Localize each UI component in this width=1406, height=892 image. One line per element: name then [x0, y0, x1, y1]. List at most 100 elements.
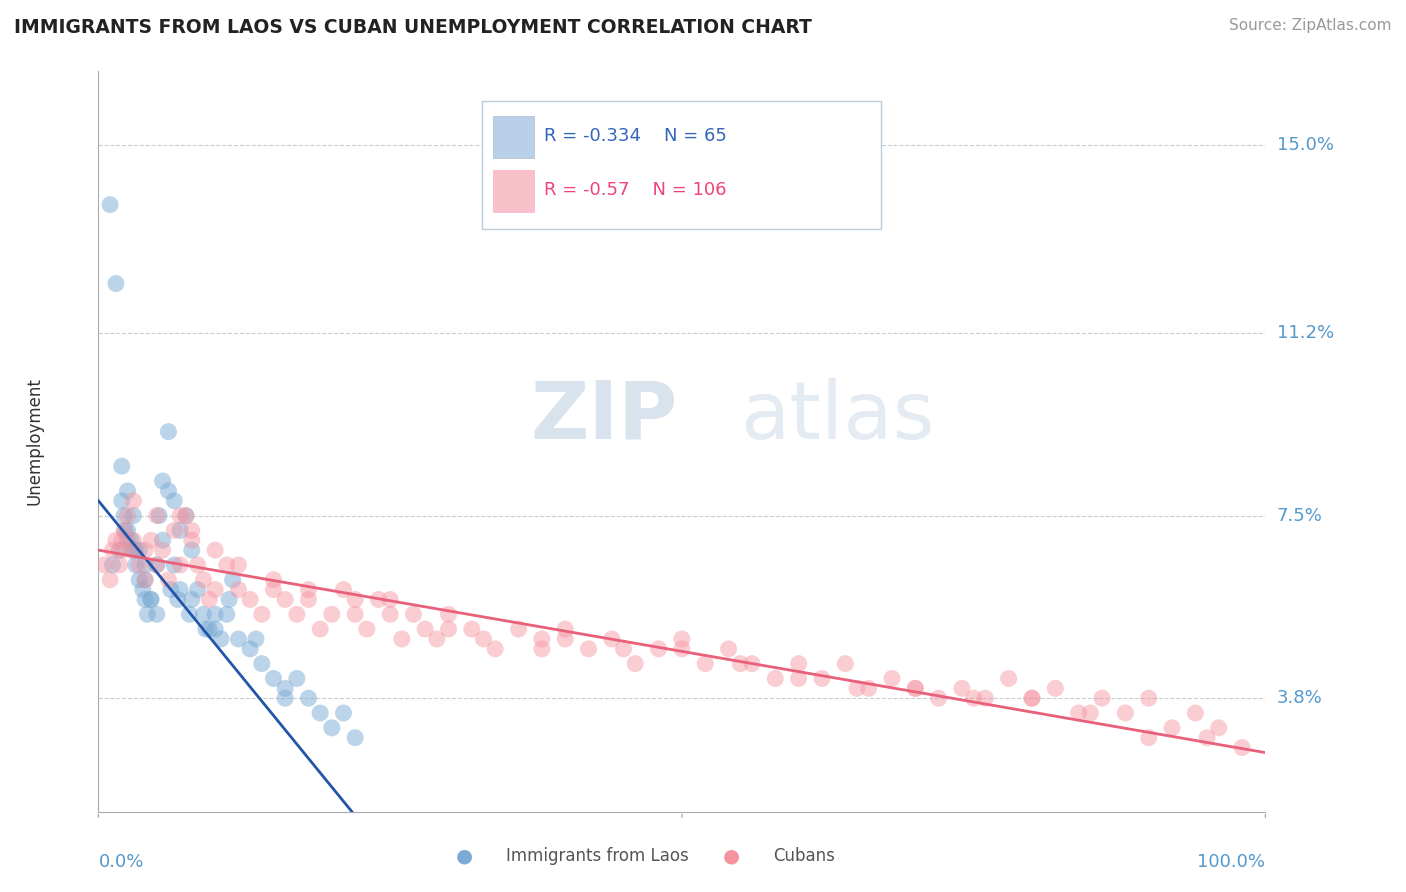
Point [128, 543, 150, 558]
Point [671, 641, 693, 656]
Point [928, 691, 950, 706]
Point [120, 533, 142, 548]
Point [402, 607, 425, 622]
FancyBboxPatch shape [494, 170, 534, 212]
Point [136, 607, 159, 622]
Text: atlas: atlas [741, 378, 935, 456]
Point [391, 632, 413, 646]
Text: Cubans: Cubans [773, 847, 835, 865]
Point [187, 558, 209, 572]
Point [437, 607, 460, 622]
Point [169, 558, 191, 572]
Point [647, 641, 669, 656]
Point [146, 607, 169, 622]
Point [134, 573, 156, 587]
Point [239, 641, 262, 656]
Point [274, 592, 297, 607]
Point [101, 543, 124, 558]
Point [104, 533, 127, 548]
Point [321, 721, 343, 735]
Point [152, 474, 174, 488]
Point [437, 622, 460, 636]
Point [461, 622, 484, 636]
Text: 0.0%: 0.0% [98, 854, 143, 871]
Point [1091, 691, 1114, 706]
Point [1230, 740, 1253, 755]
Point [811, 672, 834, 686]
Point [858, 681, 880, 696]
Point [204, 582, 226, 597]
Point [472, 632, 495, 646]
Point [426, 632, 449, 646]
Point [554, 622, 576, 636]
Point [132, 582, 155, 597]
Point [1114, 706, 1136, 720]
Point [112, 508, 135, 523]
Point [344, 592, 367, 607]
Point [180, 592, 202, 607]
Point [1067, 706, 1090, 720]
Point [98, 573, 121, 587]
Point [578, 641, 600, 656]
Point [163, 524, 186, 538]
Point [180, 533, 202, 548]
Point [239, 592, 262, 607]
Point [134, 573, 156, 587]
Point [180, 524, 202, 538]
Point [671, 632, 693, 646]
Point [169, 508, 191, 523]
Point [332, 582, 354, 597]
Point [146, 508, 169, 523]
Point [274, 681, 297, 696]
Point [98, 197, 121, 211]
Point [309, 622, 332, 636]
Text: IMMIGRANTS FROM LAOS VS CUBAN UNEMPLOYMENT CORRELATION CHART: IMMIGRANTS FROM LAOS VS CUBAN UNEMPLOYME… [14, 18, 811, 37]
Point [204, 543, 226, 558]
Point [93, 558, 115, 572]
Point [344, 607, 367, 622]
Point [309, 706, 332, 720]
Point [356, 622, 378, 636]
Point [600, 632, 623, 646]
Point [152, 533, 174, 548]
Point [120, 543, 142, 558]
Point [904, 681, 927, 696]
Text: 15.0%: 15.0% [1277, 136, 1333, 154]
Point [285, 672, 308, 686]
Point [169, 582, 191, 597]
Point [508, 622, 530, 636]
Point [250, 657, 273, 671]
Point [122, 493, 145, 508]
Point [157, 483, 180, 498]
Text: Source: ZipAtlas.com: Source: ZipAtlas.com [1229, 18, 1392, 33]
Point [262, 672, 284, 686]
Point [179, 607, 201, 622]
Point [163, 493, 186, 508]
Point [114, 524, 136, 538]
Text: ●: ● [456, 847, 472, 866]
Point [128, 558, 150, 572]
Point [209, 632, 232, 646]
Point [117, 508, 139, 523]
Point [128, 573, 150, 587]
Point [117, 483, 139, 498]
Point [904, 681, 927, 696]
Point [139, 533, 162, 548]
Point [163, 558, 186, 572]
Point [104, 277, 127, 291]
Text: R = -0.334    N = 65: R = -0.334 N = 65 [544, 127, 727, 145]
FancyBboxPatch shape [494, 116, 534, 158]
Point [962, 691, 984, 706]
Point [117, 524, 139, 538]
Point [787, 672, 810, 686]
Point [146, 558, 169, 572]
Point [624, 657, 647, 671]
Point [321, 607, 343, 622]
Point [763, 672, 786, 686]
Point [134, 592, 156, 607]
Point [297, 592, 319, 607]
Point [530, 641, 553, 656]
Point [332, 706, 354, 720]
FancyBboxPatch shape [482, 101, 882, 229]
Point [484, 641, 506, 656]
